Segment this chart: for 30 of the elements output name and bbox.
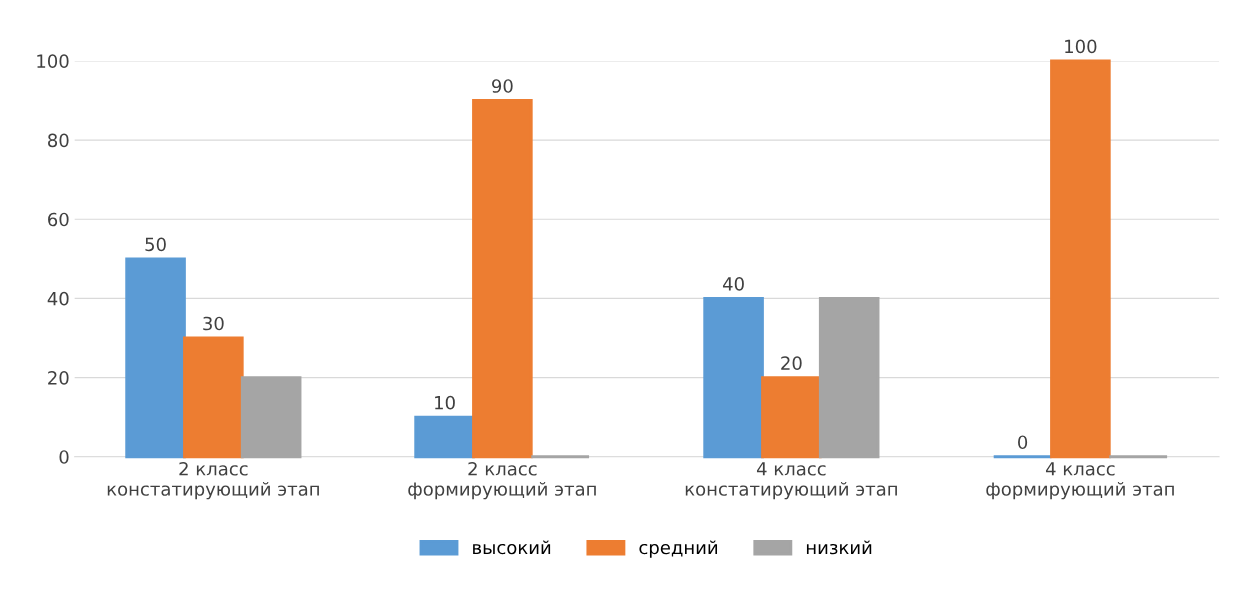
data-label: 20 [781, 356, 802, 370]
data-label: 0 [1018, 435, 1028, 450]
legend-label: высокий [473, 540, 551, 555]
legend-label: низкий [806, 540, 872, 555]
y-tick-label: 60 [48, 212, 69, 227]
bar [818, 297, 880, 459]
data-label: 50 [145, 237, 166, 252]
bar [703, 297, 764, 459]
y-tick-label: 20 [48, 371, 69, 385]
y-tick-label: 40 [47, 291, 69, 306]
data-label: 90 [492, 79, 513, 93]
x-tick-label: 4 класс формирующий этап [986, 462, 1174, 500]
x-tick-label: 2 класс формирующий этап [408, 461, 596, 500]
data-label: 10 [435, 395, 455, 410]
y-tick-label: 0 [59, 450, 69, 464]
bar [414, 415, 475, 459]
data-label: 100 [1065, 39, 1097, 54]
y-tick-label: 80 [48, 133, 69, 148]
data-label: 40 [722, 277, 744, 291]
x-tick-label: 2 класс констатирующий этап [107, 461, 319, 500]
bar [1050, 59, 1111, 459]
bar [472, 99, 533, 459]
legend-label: средний [639, 540, 718, 558]
bar [125, 257, 186, 459]
bar [240, 376, 302, 459]
bar [183, 336, 244, 459]
y-tick-label: 100 [37, 54, 69, 69]
bar [761, 376, 822, 459]
x-tick-label: 4 класс констатирующий этап [685, 462, 897, 500]
data-label: 30 [203, 316, 224, 331]
